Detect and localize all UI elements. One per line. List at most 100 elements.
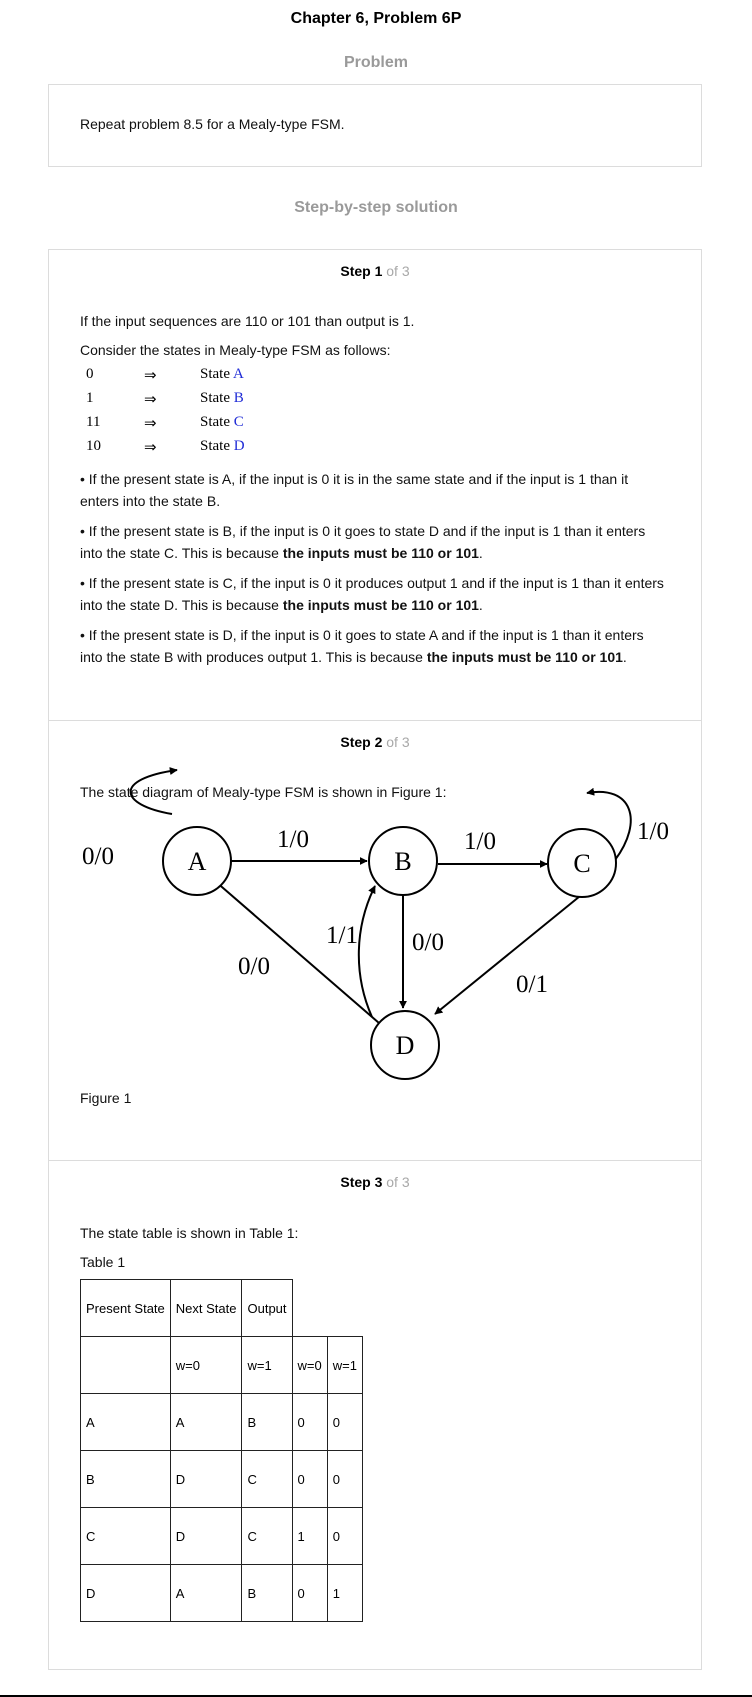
implies-arrow: ⇒ — [144, 440, 157, 456]
mapping-code: 1 — [86, 390, 94, 406]
state-word: State — [200, 366, 230, 382]
edge-c-self — [586, 787, 632, 861]
state-node-b — [368, 826, 438, 896]
step-1-box: Step 1 of 3 If the input sequences are 1… — [48, 249, 702, 721]
table-cell: B — [241, 1393, 293, 1451]
step-3-box: Step 3 of 3 The state table is shown in … — [48, 1160, 702, 1670]
mapping-row: 1 ⇒ State B — [80, 390, 280, 412]
bullet-text: • If the present state is D, if the inpu… — [80, 627, 644, 665]
state-letter: D — [233, 438, 245, 454]
state-label-b: B — [394, 847, 411, 876]
table-cell: C — [241, 1450, 293, 1508]
implies-arrow: ⇒ — [144, 392, 157, 408]
table-cell — [80, 1336, 171, 1394]
table-cell: B — [241, 1564, 293, 1622]
mapping-state: State D — [200, 438, 245, 455]
edge-label-a-b: 1/0 — [277, 826, 309, 853]
state-word: State — [200, 414, 230, 430]
state-letter: B — [233, 390, 244, 406]
edge-c-to-d — [434, 891, 586, 1015]
bottom-rule — [0, 1695, 752, 1697]
bullet-end: . — [478, 597, 483, 613]
edge-label-c-d: 0/1 — [516, 971, 548, 998]
step-2-of: of 3 — [382, 734, 410, 750]
mapping-row: 10 ⇒ State D — [80, 438, 280, 460]
table-empty-cell — [292, 1280, 327, 1337]
table-cell: 0 — [326, 1507, 363, 1565]
table-cell: D — [80, 1564, 171, 1622]
table-row: B D C 0 0 — [80, 1450, 363, 1508]
table-empty-cell — [327, 1280, 362, 1337]
edge-d-to-b — [357, 885, 376, 1018]
edge-label-d-b: 1/1 — [326, 922, 358, 949]
bullet-paragraph: • If the present state is A, if the inpu… — [80, 468, 670, 512]
step-3-header: Step 3 of 3 — [49, 1174, 701, 1190]
problem-box: Repeat problem 8.5 for a Mealy-type FSM. — [48, 84, 702, 167]
edge-label-d-a: 0/0 — [238, 953, 270, 980]
state-diagram: A B C D 0/0 1/0 1/0 1/0 0/0 1/1 0/0 0/1 — [49, 721, 701, 1161]
state-label-c: C — [573, 849, 590, 878]
table-row: C D C 1 0 — [80, 1507, 363, 1565]
table-header-cell: Next State — [169, 1279, 243, 1337]
table-subheader-row: w=0 w=1 w=0 w=1 — [80, 1336, 363, 1394]
bullet-bold: the inputs must be 110 or 101 — [282, 597, 479, 613]
table-cell: A — [169, 1393, 243, 1451]
state-label-d: D — [396, 1031, 415, 1060]
table-cell: 0 — [326, 1393, 363, 1451]
step-1-consider: Consider the states in Mealy-type FSM as… — [80, 342, 391, 358]
step-3-number: Step 3 — [340, 1174, 383, 1190]
edge-d-to-a — [214, 880, 380, 1024]
step-1-number: Step 1 — [340, 263, 383, 279]
step-1-intro: If the input sequences are 110 or 101 th… — [80, 313, 415, 329]
table-cell: D — [169, 1507, 243, 1565]
mapping-row: 11 ⇒ State C — [80, 414, 280, 436]
mapping-state: State C — [200, 414, 244, 431]
table-row: A A B 0 0 — [80, 1393, 363, 1451]
step-2-number: Step 2 — [340, 734, 383, 750]
table-header-cell: Present State — [80, 1279, 171, 1337]
problem-heading: Problem — [343, 54, 408, 71]
table-cell: 0 — [326, 1450, 363, 1508]
step-1-of: of 3 — [382, 263, 410, 279]
bullet-bold: the inputs must be 110 or 101 — [282, 545, 479, 561]
table-cell: w=0 — [291, 1336, 328, 1394]
table-cell: 1 — [326, 1564, 363, 1622]
step-2-header: Step 2 of 3 — [49, 734, 701, 750]
implies-arrow: ⇒ — [144, 368, 157, 384]
figure-caption: Figure 1 — [80, 1090, 132, 1106]
table-cell: D — [169, 1450, 243, 1508]
table-cell: 1 — [291, 1507, 328, 1565]
bullet-text: • If the present state is B, if the inpu… — [80, 523, 646, 561]
table-caption: Table 1 — [80, 1254, 126, 1270]
state-node-c — [547, 828, 617, 898]
table-cell: w=0 — [169, 1336, 243, 1394]
table-header-row: Present State Next State Output — [80, 1279, 363, 1337]
mapping-state: State B — [200, 390, 244, 407]
table-cell: B — [80, 1450, 171, 1508]
state-diagram-svg: A B C D 0/0 1/0 1/0 1/0 0/0 1/1 0/0 0/1 — [82, 767, 669, 1080]
state-letter: C — [233, 414, 244, 430]
problem-text: Repeat problem 8.5 for a Mealy-type FSM. — [80, 116, 345, 132]
table-cell: C — [80, 1507, 171, 1565]
step-3-of: of 3 — [382, 1174, 410, 1190]
mapping-code: 0 — [86, 366, 94, 382]
state-letter: A — [232, 366, 244, 382]
bullet-paragraph: • If the present state is D, if the inpu… — [80, 624, 670, 668]
state-node-d — [370, 1010, 440, 1080]
step-3-intro: The state table is shown in Table 1: — [80, 1225, 299, 1241]
state-word: State — [200, 438, 230, 454]
bullet-bold: the inputs must be 110 or 101 — [426, 649, 623, 665]
edge-a-self — [129, 767, 178, 815]
step-2-intro: The state diagram of Mealy-type FSM is s… — [80, 784, 447, 800]
bullet-paragraph: • If the present state is B, if the inpu… — [80, 520, 670, 564]
table-cell: A — [169, 1564, 243, 1622]
bullet-paragraph: • If the present state is C, if the inpu… — [80, 572, 670, 616]
table-cell: 0 — [291, 1450, 328, 1508]
edge-label-a-self: 0/0 — [82, 843, 114, 870]
solution-heading: Step-by-step solution — [294, 199, 458, 216]
table-cell: A — [80, 1393, 171, 1451]
table-cell: C — [241, 1507, 293, 1565]
state-node-a — [162, 826, 232, 896]
table-cell: w=1 — [326, 1336, 363, 1394]
edge-label-b-c: 1/0 — [464, 828, 496, 855]
